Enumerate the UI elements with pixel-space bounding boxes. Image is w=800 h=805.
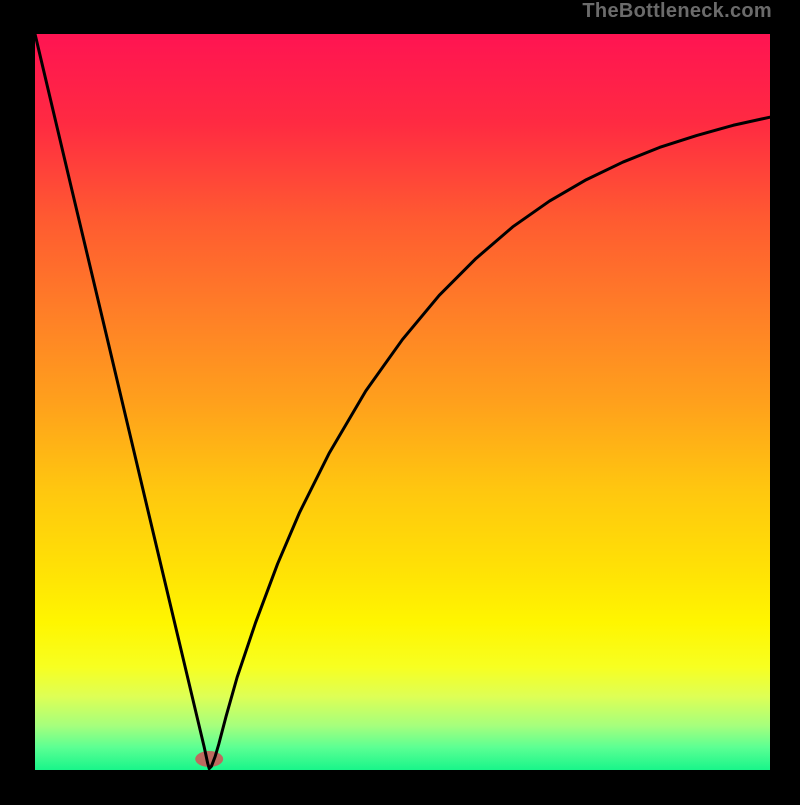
watermark-text: TheBottleneck.com: [582, 0, 772, 23]
plot-background: [35, 34, 770, 770]
